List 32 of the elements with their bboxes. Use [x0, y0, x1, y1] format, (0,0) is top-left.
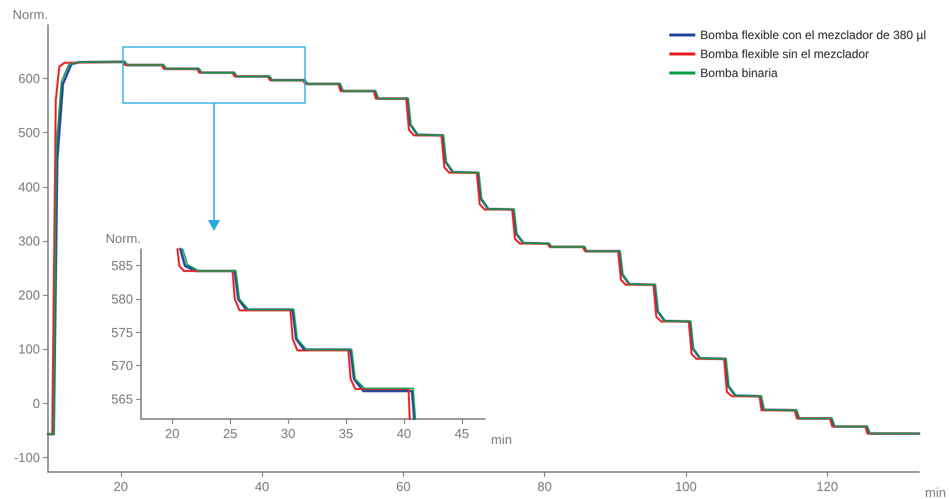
- x-tick-label: 20: [165, 426, 180, 441]
- y-tick-label: 600: [18, 71, 40, 86]
- x-tick-label: 100: [675, 479, 697, 494]
- legend-label: Bomba binaria: [700, 66, 778, 80]
- legend-label: Bomba flexible sin el mezclador: [700, 47, 870, 61]
- y-tick-label: -100: [14, 450, 40, 465]
- x-tick-label: 30: [280, 426, 296, 441]
- y-tick-label: 100: [18, 342, 40, 357]
- x-tick-label: 80: [537, 479, 552, 494]
- x-axis-title: min: [491, 432, 512, 447]
- y-tick-label: 580: [111, 292, 133, 306]
- y-tick-label: 300: [18, 233, 40, 248]
- x-axis-title: min: [925, 485, 946, 499]
- y-tick-label: 200: [18, 288, 40, 303]
- x-tick-label: 40: [254, 479, 270, 494]
- y-tick-label: 400: [18, 179, 40, 194]
- x-tick-label: 60: [396, 479, 411, 494]
- y-tick-label: 0: [32, 396, 40, 411]
- y-tick-label: 565: [111, 392, 133, 406]
- y-axis-title: Norm.: [12, 7, 48, 22]
- y-tick-label: 570: [111, 358, 133, 374]
- x-tick-label: 35: [338, 426, 354, 441]
- x-tick-label: 25: [222, 426, 238, 441]
- y-tick-label: 585: [111, 258, 133, 274]
- legend-label: Bomba flexible con el mezclador de 380 µl: [700, 28, 926, 42]
- x-tick-label: 40: [396, 426, 412, 441]
- y-axis-title: Norm.: [106, 231, 141, 246]
- x-tick-label: 20: [114, 479, 128, 494]
- x-tick-label: 120: [816, 479, 838, 494]
- y-tick-label: 575: [111, 324, 133, 340]
- y-tick-label: 500: [18, 125, 40, 140]
- x-tick-label: 45: [454, 426, 470, 441]
